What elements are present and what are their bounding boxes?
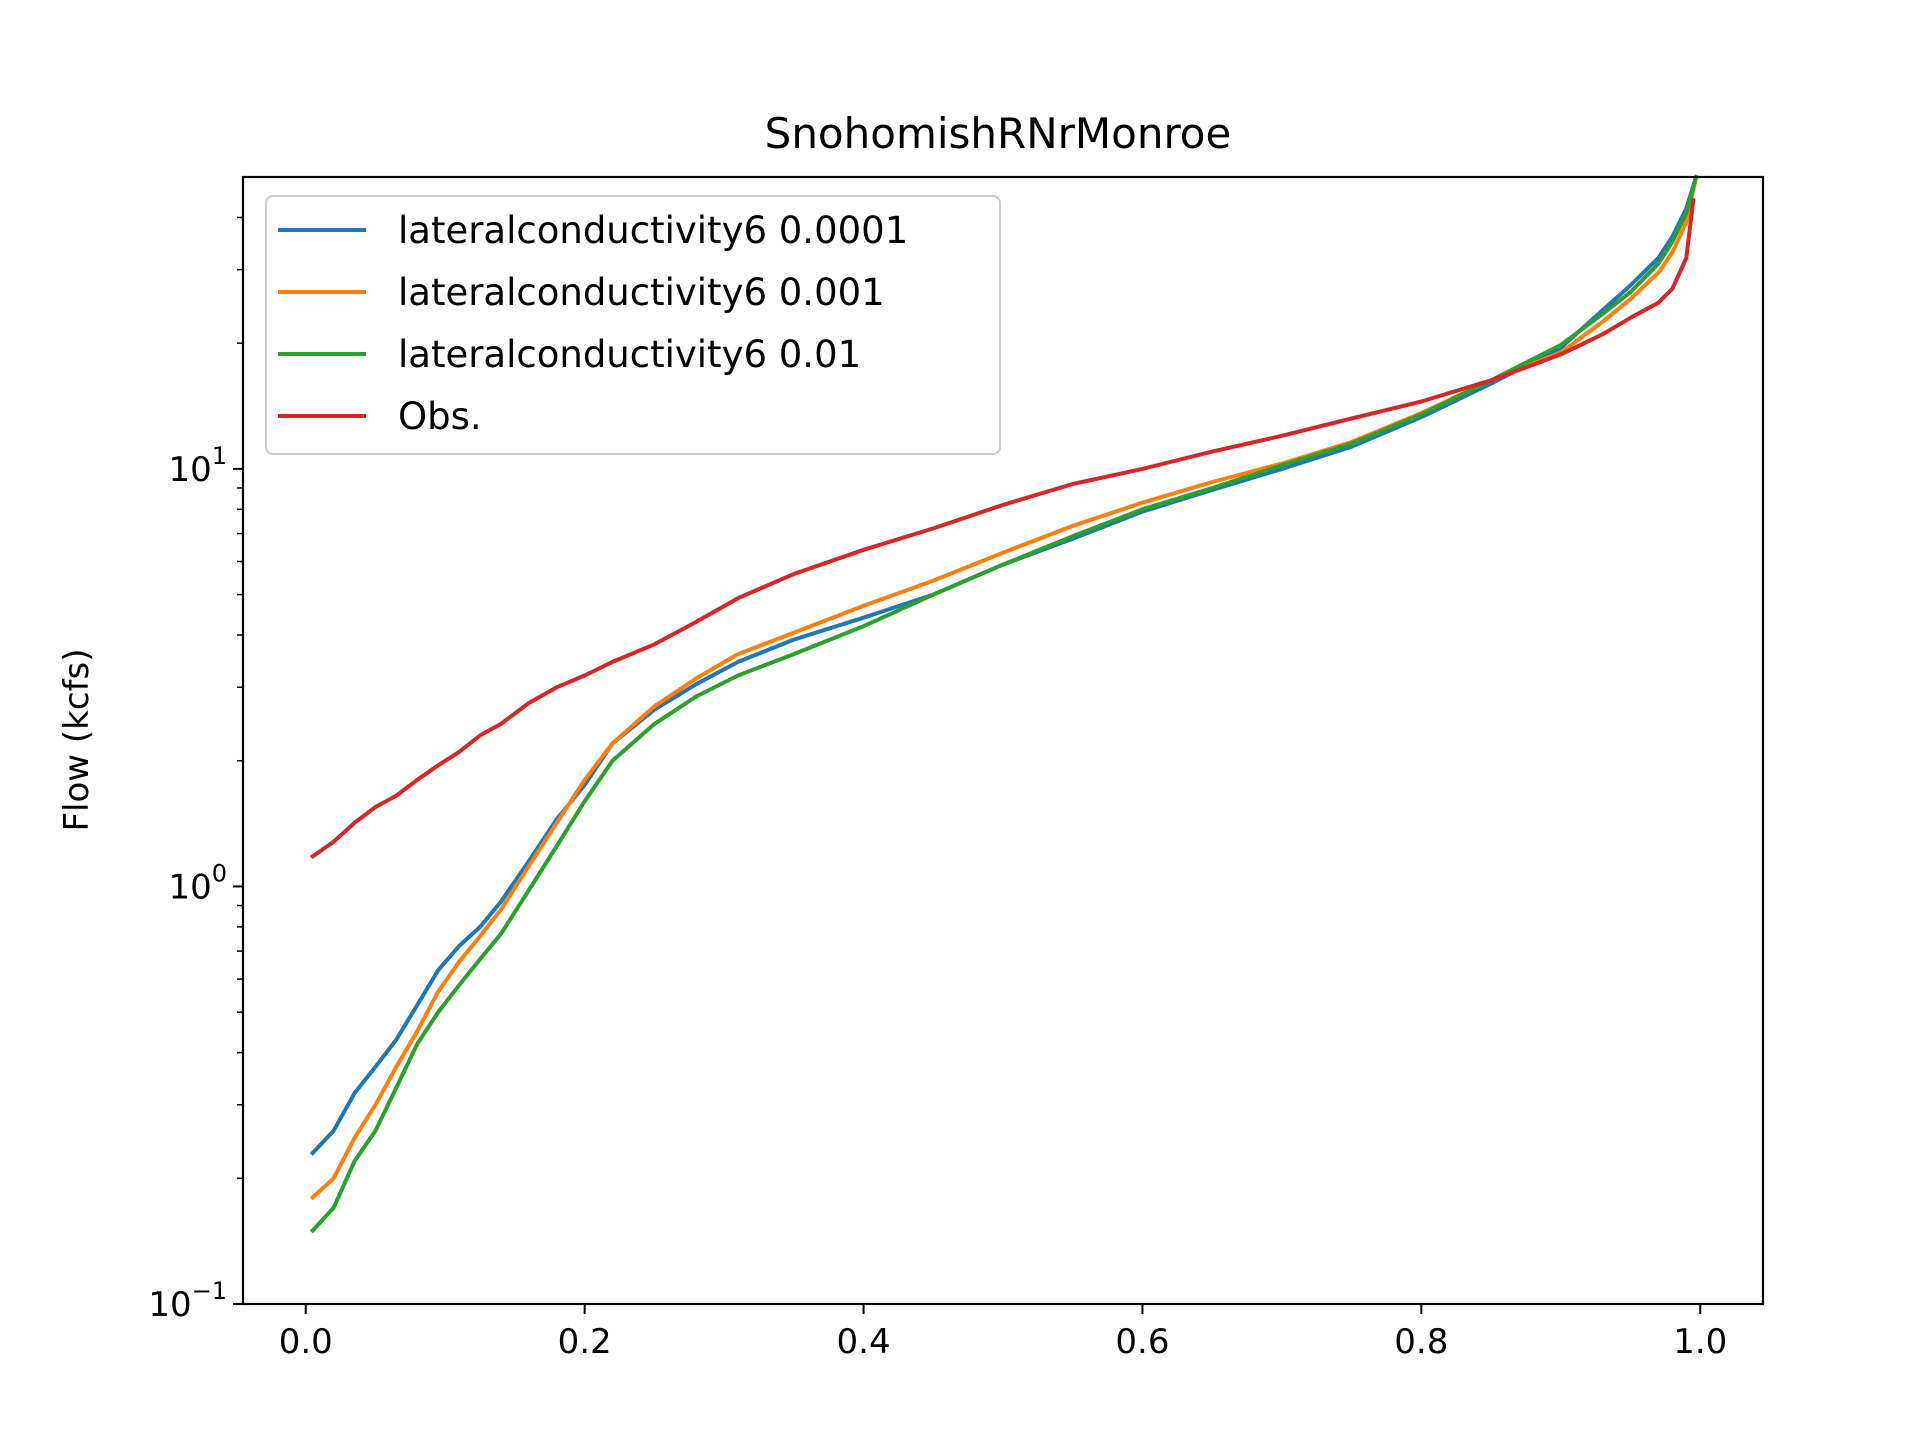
- x-tick-label: 1.0: [1673, 1322, 1727, 1362]
- x-tick-label: 0.0: [279, 1322, 333, 1362]
- plot-frame: [241, 175, 1765, 1306]
- x-tick-label: 0.4: [837, 1322, 891, 1362]
- x-tick-label: 0.6: [1115, 1322, 1169, 1362]
- y-tick-label: 101: [168, 442, 227, 490]
- legend-label: Obs.: [398, 395, 482, 438]
- series-layer: [309, 174, 1699, 1234]
- y-tick-exponent: 0: [212, 859, 227, 887]
- chart-title: SnohomishRNrMonroe: [765, 109, 1232, 158]
- y-tick-base: 10: [148, 1285, 191, 1325]
- y-tick-label: 10−1: [148, 1277, 227, 1325]
- y-tick-exponent: 1: [212, 442, 227, 470]
- series-line-4: [309, 197, 1696, 860]
- legend-label: lateralconductivity6 0.01: [398, 333, 861, 376]
- legend: lateralconductivity6 0.0001 lateralconduc…: [265, 195, 1001, 455]
- y-tick-label: 100: [168, 859, 227, 907]
- y-axis-label: Flow (kcfs): [57, 648, 97, 831]
- series-line-2: [309, 174, 1699, 1201]
- y-tick-base: 10: [168, 450, 211, 490]
- y-tick-base: 10: [168, 867, 211, 907]
- y-tick-exponent: −1: [192, 1277, 227, 1305]
- x-axis: 0.0 0.2 0.4 0.6 0.8 1.0: [279, 1304, 1727, 1362]
- series-line-3: [309, 174, 1699, 1234]
- legend-box: [265, 195, 1001, 455]
- legend-label: lateralconductivity6 0.0001: [398, 209, 908, 252]
- legend-label: lateralconductivity6 0.001: [398, 271, 885, 314]
- x-tick-label: 0.2: [558, 1322, 612, 1362]
- x-tick-label: 0.8: [1394, 1322, 1448, 1362]
